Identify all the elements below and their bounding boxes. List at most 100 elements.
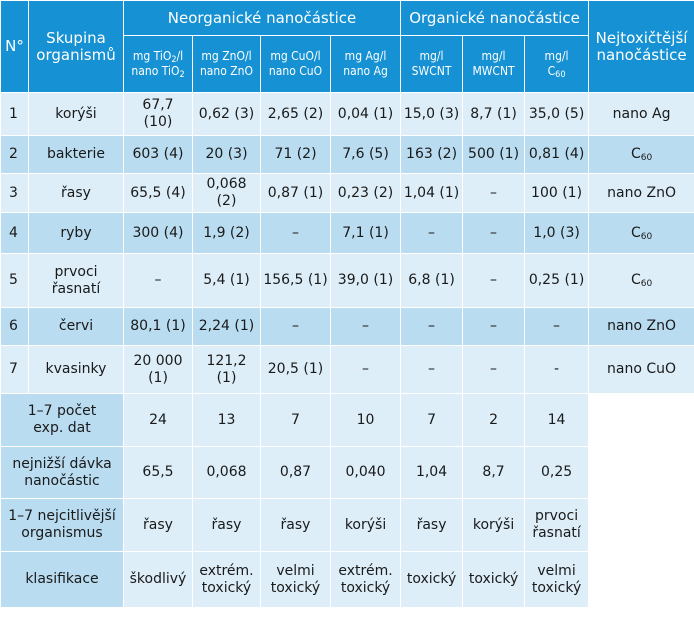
value-cell: -: [524, 345, 590, 394]
summary-value: 0,068: [192, 446, 261, 499]
value-cell: 0,04 (1): [329, 92, 402, 136]
unit-header-4: mg/l SWCNT: [400, 35, 464, 93]
value-cell: 121,2 (1): [192, 345, 261, 394]
summary-value: 7: [260, 393, 331, 447]
value-cell: 1,04 (1): [400, 173, 464, 213]
summary-value: řasy: [400, 498, 464, 552]
row-number: 2: [0, 135, 29, 174]
summary-value: 0,040: [329, 446, 402, 499]
value-cell: 0,87 (1): [260, 173, 331, 213]
most-toxic-cell: nano Ag: [588, 92, 694, 136]
value-cell: 7,1 (1): [329, 212, 402, 254]
summary-value: 13: [192, 393, 261, 447]
summary-value: 10: [329, 393, 402, 447]
value-cell: –: [462, 173, 526, 213]
value-cell: 80,1 (1): [123, 307, 193, 346]
most-toxic-cell: C60: [588, 253, 694, 308]
header-most-toxic: Nejtoxičtější nanočástice: [588, 0, 694, 93]
summary-value: 14: [524, 393, 590, 447]
summary-value: toxický: [400, 551, 464, 608]
summary-label: klasifikace: [0, 551, 124, 608]
unit-header-1: mg ZnO/l nano ZnO: [192, 35, 261, 93]
value-cell: –: [462, 345, 526, 394]
row-number: 5: [0, 253, 29, 308]
summary-value: 2: [462, 393, 526, 447]
value-cell: 8,7 (1): [462, 92, 526, 136]
empty-cell: [588, 446, 694, 499]
summary-value: korýši: [462, 498, 526, 552]
value-cell: –: [400, 212, 464, 254]
summary-value: extrém. toxický: [192, 551, 261, 608]
value-cell: –: [329, 307, 402, 346]
summary-row: nejnižší dávka nanočástic 65,5 0,068 0,87 0,0…: [0, 446, 694, 499]
summary-value: 8,7: [462, 446, 526, 499]
unit-header-0: mg TiO2/l nano TiO2: [123, 35, 193, 93]
value-cell: –: [260, 212, 331, 254]
summary-value: 0,25: [524, 446, 590, 499]
value-cell: –: [462, 253, 526, 308]
summary-label: 1–7 počet exp. dat: [0, 393, 124, 447]
value-cell: 0,068 (2): [192, 173, 261, 213]
most-toxic-cell: nano ZnO: [588, 307, 694, 346]
summary-row: klasifikace škodlivý extrém. toxický velmi to…: [0, 551, 694, 608]
empty-cell: [588, 393, 694, 447]
table-row: 7 kvasinky 20 000 (1) 121,2 (1) 20,5 (1) – – – - n…: [0, 345, 694, 394]
value-cell: –: [123, 253, 193, 308]
table-row: 2 bakterie 603 (4) 20 (3) 71 (2) 7,6 (5) 163 (…: [0, 135, 694, 174]
row-number: 7: [0, 345, 29, 394]
value-cell: 15,0 (3): [400, 92, 464, 136]
value-cell: 0,23 (2): [329, 173, 402, 213]
header-row-units: mg TiO2/l nano TiO2 mg ZnO/l nano ZnO mg CuO…: [1, 35, 694, 93]
header-organic: Organické nanočástice: [400, 0, 590, 36]
unit-header-5: mg/l MWCNT: [462, 35, 526, 93]
summary-value: prvoci řasnatí: [524, 498, 590, 552]
value-cell: 20 000 (1): [123, 345, 193, 394]
header-no: N°: [0, 0, 29, 93]
value-cell: 20,5 (1): [260, 345, 331, 394]
organism-name: prvoci řasnatí: [28, 253, 124, 308]
value-cell: 6,8 (1): [400, 253, 464, 308]
value-cell: 100 (1): [524, 173, 590, 213]
value-cell: 300 (4): [123, 212, 193, 254]
summary-value: velmi toxický: [260, 551, 331, 608]
summary-label: 1–7 nejcitlivější organismus: [0, 498, 124, 552]
value-cell: 0,25 (1): [524, 253, 590, 308]
organism-name: bakterie: [28, 135, 124, 174]
summary-value: 0,87: [260, 446, 331, 499]
summary-value: řasy: [260, 498, 331, 552]
most-toxic-cell: C60: [588, 135, 694, 174]
summary-value: 24: [123, 393, 193, 447]
table-row: 4 ryby 300 (4) 1,9 (2) –7,1 (1) – –1,0 (3) C60: [0, 212, 694, 254]
value-cell: 35,0 (5): [524, 92, 590, 136]
value-cell: –: [524, 307, 590, 346]
value-cell: 0,81 (4): [524, 135, 590, 174]
row-number: 3: [0, 173, 29, 213]
most-toxic-cell: nano ZnO: [588, 173, 694, 213]
most-toxic-cell: nano CuO: [588, 345, 694, 394]
row-number: 6: [0, 307, 29, 346]
value-cell: 20 (3): [192, 135, 261, 174]
organism-name: korýši: [28, 92, 124, 136]
value-cell: 65,5 (4): [123, 173, 193, 213]
value-cell: 0,62 (3): [192, 92, 261, 136]
table-row: 5 prvoci řasnatí –5,4 (1) 156,5 (1) 39,0 (1) 6…: [0, 253, 694, 308]
header-row-groups: N° Skupina organismů Neorganické nanočástic…: [0, 0, 694, 93]
value-cell: 2,65 (2): [260, 92, 331, 136]
empty-cell: [588, 551, 694, 608]
header-inorganic: Neorganické nanočástice: [122, 0, 402, 36]
row-number: 4: [0, 212, 29, 254]
value-cell: –: [400, 345, 464, 394]
value-cell: –: [329, 345, 402, 394]
value-cell: 5,4 (1): [192, 253, 261, 308]
summary-value: 7: [400, 393, 464, 447]
value-cell: 67,7 (10): [123, 92, 193, 136]
table-row: 3 řasy 65,5 (4) 0,068 (2) 0,87 (1) 0,23 (2) 1,…: [0, 173, 694, 213]
value-cell: –: [462, 212, 526, 254]
summary-value: řasy: [192, 498, 261, 552]
value-cell: 156,5 (1): [260, 253, 331, 308]
summary-value: 1,04: [400, 446, 464, 499]
value-cell: 1,0 (3): [524, 212, 590, 254]
summary-row: 1–7 počet exp. dat 24 13 7 10 7 2 14: [0, 393, 694, 447]
organism-name: červi: [28, 307, 124, 346]
toxicity-table: N° Skupina organismů Neorganické nanočástic…: [0, 0, 694, 608]
